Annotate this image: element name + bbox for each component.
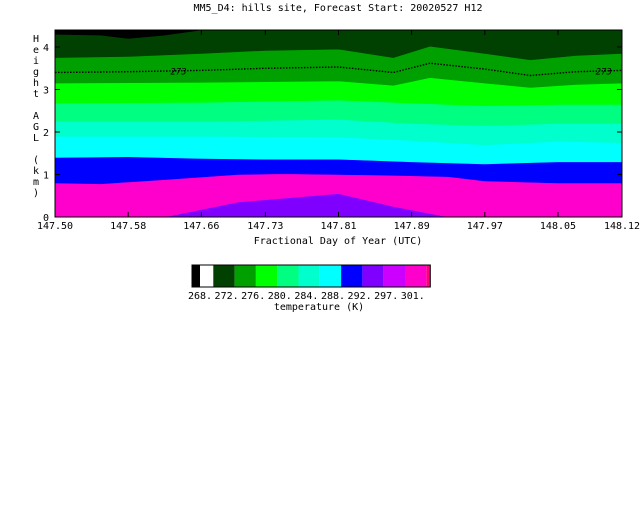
x-tick-label-6: 147.97 bbox=[467, 221, 503, 232]
x-axis: 147.50 147.58 147.66 147.73 147.81 147.89 147.… bbox=[37, 30, 640, 232]
colorbar-tick-8: 301. bbox=[401, 291, 425, 302]
colorbar-tick-5: 288. bbox=[321, 291, 345, 302]
colorbar-swatch-6 bbox=[319, 265, 342, 287]
x-axis-label: Fractional Day of Year (UTC) bbox=[254, 236, 423, 247]
y-tick-label-1: 1 bbox=[43, 171, 49, 182]
colorbar-swatch-5 bbox=[298, 265, 320, 287]
x-tick-label-5: 147.89 bbox=[394, 221, 430, 232]
colorbar: 268. 272. 276. 280. 284. 288. 292. 297. 301. bbox=[188, 264, 431, 302]
x-tick-label-0: 147.50 bbox=[37, 221, 73, 232]
colorbar-swatch-10 bbox=[405, 265, 427, 287]
colorbar-swatch-4 bbox=[277, 265, 299, 287]
colorbar-tick-4: 284. bbox=[294, 291, 318, 302]
band-11 bbox=[55, 30, 622, 39]
x-tick-label-8: 148.12 bbox=[604, 221, 640, 232]
colorbar-swatch-1 bbox=[213, 265, 235, 287]
y-tick-label-3: 3 bbox=[43, 86, 49, 97]
y-axis: 0 1 2 3 4 bbox=[43, 43, 622, 224]
colorbar-tick-6: 292. bbox=[348, 291, 372, 302]
contour-line bbox=[55, 62, 622, 77]
x-tick-label-1: 147.58 bbox=[110, 221, 146, 232]
colorbar-swatch-0 bbox=[192, 265, 200, 287]
colorbar-tick-0: 268. bbox=[188, 291, 212, 302]
y-tick-label-2: 2 bbox=[43, 128, 49, 139]
colorbar-swatch-11 bbox=[426, 265, 431, 287]
colorbar-frame bbox=[191, 264, 431, 288]
colorbar-tick-2: 276. bbox=[241, 291, 265, 302]
temperature-bands bbox=[55, 30, 622, 217]
colorbar-swatch-9 bbox=[383, 265, 405, 287]
x-tick-label-4: 147.81 bbox=[320, 221, 356, 232]
y-tick-label-0: 0 bbox=[43, 213, 49, 224]
colorbar-tick-7: 297. bbox=[374, 291, 398, 302]
contour-273: 273 273 bbox=[55, 62, 622, 78]
colorbar-label: temperature (K) bbox=[274, 302, 364, 313]
colorbar-tick-3: 280. bbox=[268, 291, 292, 302]
colorbar-swatch-3 bbox=[255, 265, 278, 287]
y-tick-label-4: 4 bbox=[43, 43, 49, 54]
contour-label-0: 273 bbox=[170, 68, 186, 78]
x-tick-label-2: 147.66 bbox=[183, 221, 219, 232]
band-10 bbox=[55, 30, 622, 61]
x-tick-label-7: 148.05 bbox=[540, 221, 576, 232]
colorbar-swatch-2 bbox=[234, 265, 256, 287]
contour-label-1: 273 bbox=[596, 68, 612, 78]
colorbar-swatch-7 bbox=[341, 265, 363, 287]
x-tick-label-3: 147.73 bbox=[247, 221, 283, 232]
colorbar-swatch-8 bbox=[362, 265, 384, 287]
colorbar-tick-1: 272. bbox=[215, 291, 239, 302]
chart-title: MM5_D4: hills site, Forecast Start: 2002… bbox=[194, 3, 483, 14]
